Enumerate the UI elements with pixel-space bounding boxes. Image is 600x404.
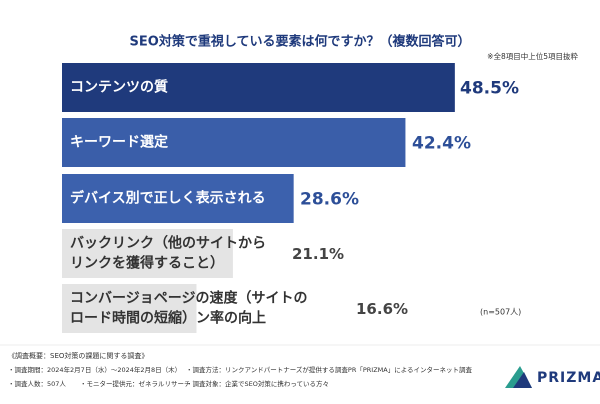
- category-label: リンクを獲得すること）: [70, 255, 224, 272]
- footer-text: ・調査対象：企業でSEO対策に携わっている方々: [186, 379, 329, 388]
- value-label: 42.4%: [412, 134, 471, 154]
- footer-text: ・調査期間：2024年2月7日（水）～2024年2月8日（木）: [8, 365, 181, 374]
- sample-note: (n=507人): [480, 308, 521, 317]
- bar: [62, 63, 455, 112]
- category-label: デバイス別で正しく表示される: [70, 190, 266, 207]
- category-label: コンテンツの質: [70, 79, 168, 96]
- value-label: 21.1%: [292, 245, 344, 263]
- value-label: 16.6%: [356, 300, 408, 318]
- category-label: バックリンク（他のサイトから: [70, 235, 266, 252]
- category-label: コンバージョページの速度（サイトの: [70, 290, 307, 307]
- chart-title: SEO対策で重視している要素は何ですか？（複数回答可）: [130, 34, 471, 50]
- chart-subtitle: ※全8項目中上位5項目抜粋: [487, 51, 578, 61]
- category-label: キーワード選定: [70, 134, 168, 151]
- bar: [62, 284, 197, 333]
- bar: [62, 118, 406, 167]
- category-label: ロード時間の短縮）ン率の向上: [70, 310, 266, 327]
- logo-text: PRIZMA: [537, 370, 600, 386]
- bar: [62, 229, 233, 278]
- footer-text: 《調査概要：SEO対策の課題に関する調査》: [8, 351, 148, 360]
- footer-text: ・モニター提供元：ゼネラルリサーチ: [80, 379, 191, 388]
- bar: [62, 174, 294, 223]
- value-label: 48.5%: [460, 79, 519, 99]
- footer-text: ・調査方法：リンクアンドパートナーズが提供する調査PR「PRIZMA」によるイン…: [186, 365, 473, 374]
- logo: PRIZMA: [505, 366, 600, 388]
- footer-text: ・調査人数：507人: [8, 379, 66, 388]
- logo-mark: [513, 372, 532, 388]
- value-label: 28.6%: [300, 190, 359, 210]
